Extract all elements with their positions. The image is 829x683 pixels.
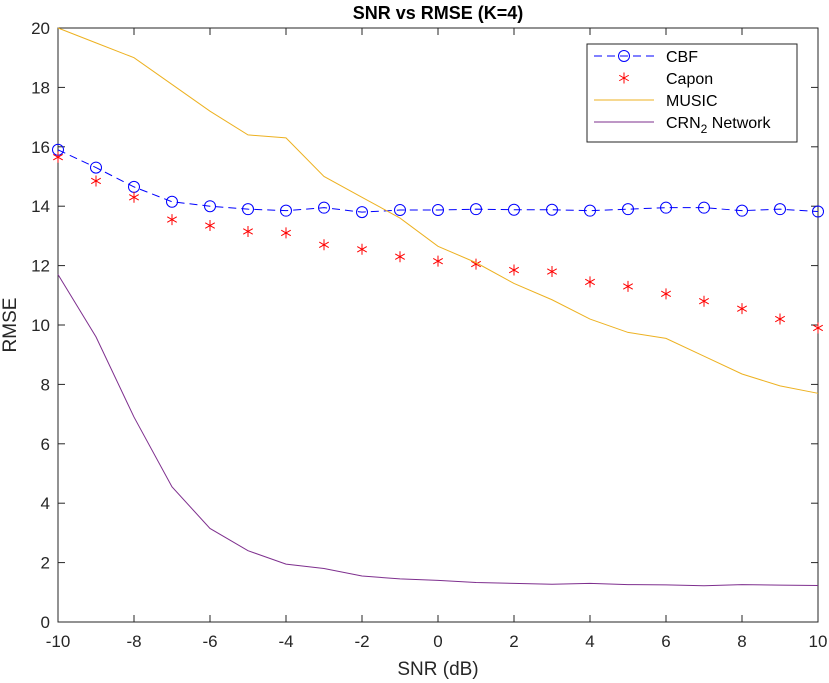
data-point-asterisk [280,227,292,239]
data-point-circle [546,203,558,216]
data-point-circle [584,204,596,217]
x-tick-label: 10 [809,632,828,651]
data-point-circle [774,203,786,216]
data-point-circle [204,200,216,213]
data-point-asterisk [660,288,672,300]
series-0 [52,143,824,219]
y-axis-label: RMSE [0,298,21,353]
x-tick-label: 0 [433,632,442,651]
data-point-asterisk [584,276,596,288]
y-tick-label: 2 [41,554,50,573]
data-point-circle [356,206,368,219]
y-tick-label: 8 [41,375,50,394]
data-point-circle [736,204,748,217]
data-point-circle [508,203,520,216]
series-line [57,274,819,587]
x-axis: -10 -8 -6 -4 -2 0 2 4 6 8 10 [46,28,828,651]
x-tick-label: -10 [46,632,71,651]
y-tick-label: 12 [31,257,50,276]
data-point-asterisk [128,191,140,203]
data-point-asterisk [698,295,710,307]
data-point-asterisk [394,251,406,263]
x-tick-label: 8 [737,632,746,651]
series-3 [57,274,819,587]
data-point-circle [618,50,630,62]
x-tick-label: 4 [585,632,594,651]
legend-label: CBF [666,49,698,66]
series-line [57,149,819,213]
data-point-asterisk [356,243,368,255]
data-point-asterisk [90,175,102,187]
y-tick-label: 20 [31,19,50,38]
x-tick-label: -6 [202,632,217,651]
data-point-asterisk [618,72,630,84]
x-tick-label: -2 [354,632,369,651]
x-axis-label: SNR (dB) [397,659,478,680]
legend-entry: Capon [618,71,713,88]
data-point-asterisk [774,313,786,325]
legend-entry: CBF [594,49,698,66]
data-point-asterisk [470,258,482,270]
legend-label: MUSIC [666,93,718,110]
data-point-circle [622,203,634,216]
data-point-circle [394,204,406,217]
data-point-asterisk [242,225,254,237]
data-point-asterisk [166,214,178,226]
series-layer [52,27,824,587]
x-tick-label: 6 [661,632,670,651]
data-point-circle [660,201,672,214]
data-point-circle [166,195,178,208]
data-point-asterisk [508,264,520,276]
series-2 [57,27,819,394]
data-point-circle [432,204,444,217]
data-point-circle [698,201,710,214]
y-tick-label: 16 [31,138,50,157]
y-tick-label: 14 [31,197,50,216]
legend-label: Capon [666,71,713,88]
data-point-circle [90,161,102,174]
data-point-asterisk [736,303,748,315]
data-point-asterisk [52,151,64,163]
legend-label: CRN2 Network [666,115,771,136]
x-tick-label: -4 [278,632,293,651]
data-point-asterisk [812,322,824,334]
data-point-circle [812,205,824,218]
series-1 [52,151,824,334]
data-point-circle [318,201,330,214]
legend-entry: CRN2 Network [594,115,771,136]
y-tick-label: 10 [31,316,50,335]
series-line [57,27,819,394]
x-tick-label: -8 [126,632,141,651]
data-point-asterisk [318,239,330,251]
y-tick-label: 4 [41,494,50,513]
data-point-circle [242,203,254,216]
y-tick-label: 0 [41,613,50,632]
legend-box [586,43,798,143]
data-point-circle [470,203,482,216]
data-point-asterisk [546,266,558,278]
data-point-asterisk [204,220,216,232]
data-point-circle [280,204,292,217]
x-tick-label: 2 [509,632,518,651]
chart-title: SNR vs RMSE (K=4) [353,3,524,23]
y-tick-label: 18 [31,78,50,97]
data-point-asterisk [622,280,634,292]
legend: CBF Capon MUSIC CRN2 Network [586,43,798,143]
y-axis: 0 2 4 6 8 10 12 14 16 18 20 [31,19,818,632]
legend-entry: MUSIC [594,93,718,110]
y-tick-label: 6 [41,435,50,454]
data-point-asterisk [432,255,444,267]
